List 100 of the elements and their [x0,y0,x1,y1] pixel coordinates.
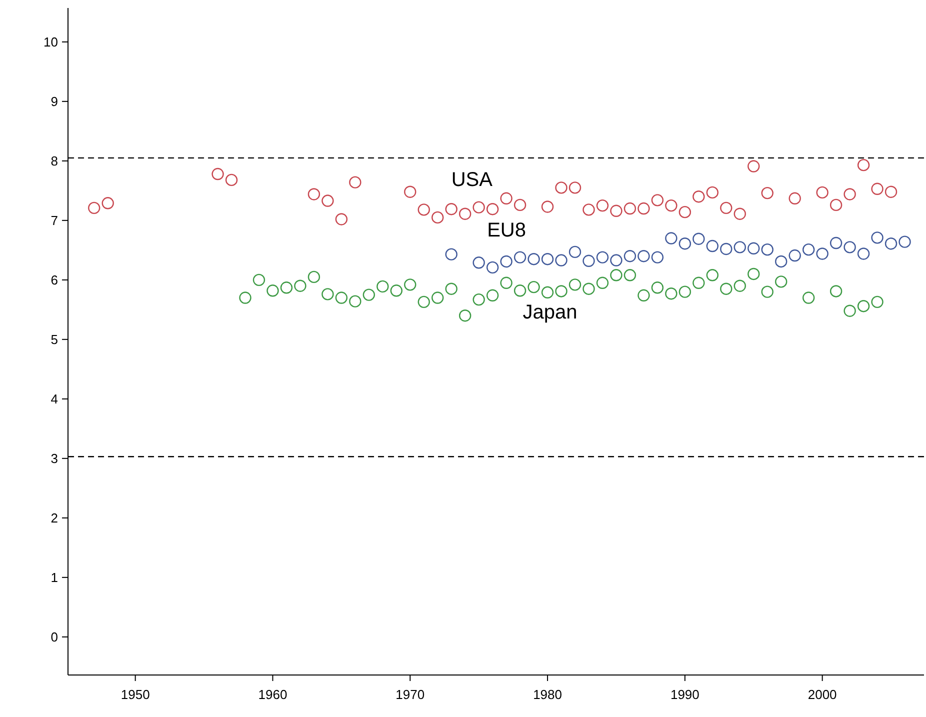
point [692,276,705,289]
point [445,203,458,216]
point [844,304,856,317]
point [844,188,856,200]
point [486,203,499,216]
point [844,241,856,254]
point [555,285,568,298]
point [596,199,609,212]
point [734,208,746,220]
point [528,280,540,294]
x-tick-label: 2000 [808,687,837,702]
point [830,236,842,250]
point [362,288,376,301]
point [761,286,774,298]
point [788,192,801,204]
point [761,186,774,200]
point [349,176,362,188]
point [568,246,582,258]
point [871,232,884,244]
point [748,160,760,172]
point [541,200,554,213]
point [857,158,870,172]
point [514,251,526,264]
point [486,289,499,302]
point [898,236,911,248]
point [582,204,595,216]
point [376,280,389,293]
point [445,248,458,260]
point [624,250,636,262]
point [720,202,732,214]
point [335,292,348,304]
series-label: Japan [522,302,578,324]
point [500,276,512,289]
point [624,269,636,282]
point [816,186,828,199]
point [555,182,568,194]
point [541,252,554,266]
point [802,243,815,256]
y-tick-label: 9 [50,94,58,109]
point [335,213,348,226]
point [830,285,842,298]
point [404,186,416,198]
point [624,202,636,215]
point [638,202,650,215]
point [568,182,582,194]
x-tick-label: 1980 [533,687,562,702]
point [582,254,595,267]
point [458,208,472,220]
point [418,296,430,308]
point [734,241,746,254]
point [678,286,692,298]
point [541,286,554,299]
point [610,204,622,217]
point [280,282,293,294]
point [88,202,100,214]
point [514,284,526,297]
x-tick-label: 1990 [670,687,700,702]
point [252,274,266,286]
point [582,282,595,295]
point [692,190,705,203]
point [651,194,664,206]
point [638,289,650,302]
y-tick-label: 8 [50,153,58,168]
point [266,284,279,297]
point [486,261,499,274]
point [596,276,609,289]
point [678,238,692,250]
point [871,296,884,308]
point [500,255,512,268]
point [706,240,719,252]
point [692,232,705,245]
series-label: EU8 [487,219,526,242]
point [212,168,224,180]
point [500,192,512,204]
point [390,284,402,297]
point [816,248,828,260]
point [432,211,444,224]
point [665,199,678,212]
y-tick-label: 4 [50,391,58,406]
point [788,249,801,262]
point [568,278,582,291]
y-tick-label: 0 [50,629,58,644]
point [706,269,719,282]
y-tick-label: 10 [44,34,58,50]
point [651,282,664,294]
point [720,242,732,256]
point [102,197,114,210]
point [734,280,746,292]
point [239,292,252,304]
point [555,254,568,266]
point [857,300,870,312]
point [610,254,622,266]
point [308,188,320,200]
point [472,256,485,269]
point [472,201,485,214]
point [294,280,306,292]
point [761,243,774,256]
point [596,251,609,264]
point [678,206,692,218]
x-tick-label: 1960 [258,687,288,702]
